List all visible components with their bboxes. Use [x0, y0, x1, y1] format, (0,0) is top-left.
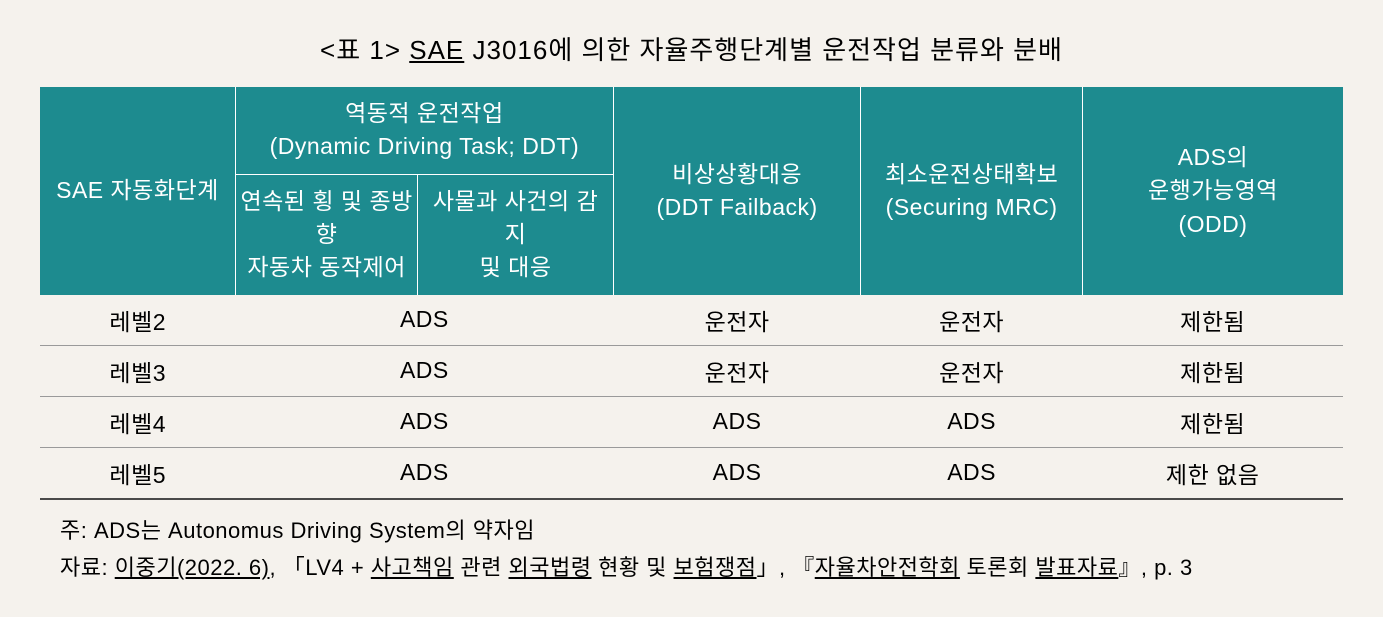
table-header: SAE 자동화단계 역동적 운전작업 (Dynamic Driving Task… [40, 87, 1343, 295]
table-row: 레벨3 ADS 운전자 운전자 제한됨 [40, 345, 1343, 396]
odd-line3: (ODD) [1178, 211, 1247, 237]
odd-line2: 운행가능영역 [1148, 177, 1278, 203]
cell-ddt: ADS [235, 447, 613, 499]
col-sae-level: SAE 자동화단계 [40, 87, 235, 295]
note-source: 자료: 이중기(2022. 6), 「LV4 + 사고책임 관련 외국법령 현황… [60, 549, 1343, 586]
ddt-group-line1: 역동적 운전작업 [345, 100, 504, 126]
ddt-sub1-line1: 연속된 횡 및 종방향 [240, 188, 412, 247]
cell-mrc: ADS [861, 447, 1083, 499]
cell-ddt: ADS [235, 345, 613, 396]
cell-failback: 운전자 [613, 295, 861, 346]
sae-table: SAE 자동화단계 역동적 운전작업 (Dynamic Driving Task… [40, 87, 1343, 500]
source-term: 사고책임 [371, 555, 454, 580]
table-row: 레벨2 ADS 운전자 운전자 제한됨 [40, 295, 1343, 346]
table-caption: <표 1> SAE J3016에 의한 자율주행단계별 운전작업 분류와 분배 [40, 30, 1343, 67]
mrc-line1: 최소운전상태확보 [885, 161, 1058, 187]
cell-ddt: ADS [235, 295, 613, 346]
table-notes: 주: ADS는 Autonomus Driving System의 약자임 자료… [40, 512, 1343, 587]
col-ddt-sub2: 사물과 사건의 감지 및 대응 [418, 174, 613, 295]
col-ddt-group: 역동적 운전작업 (Dynamic Driving Task; DDT) [235, 87, 613, 174]
source-term: 발표자료 [1035, 555, 1118, 580]
odd-line1: ADS의 [1178, 144, 1248, 170]
source-term: 외국법령 [509, 555, 592, 580]
mrc-line2: (Securing MRC) [886, 194, 1058, 220]
ddt-sub2-line2: 및 대응 [480, 254, 552, 280]
caption-suffix: J3016에 의한 자율주행단계별 운전작업 분류와 분배 [464, 35, 1063, 65]
cell-odd: 제한됨 [1082, 345, 1343, 396]
col-mrc: 최소운전상태확보 (Securing MRC) [861, 87, 1083, 295]
table-row: 레벨4 ADS ADS ADS 제한됨 [40, 396, 1343, 447]
cell-mrc: 운전자 [861, 345, 1083, 396]
caption-underline: SAE [409, 35, 464, 65]
source-label: 자료: [60, 555, 115, 580]
col-odd: ADS의 운행가능영역 (ODD) [1082, 87, 1343, 295]
cell-failback: ADS [613, 447, 861, 499]
cell-level: 레벨4 [40, 396, 235, 447]
col-ddt-sub1: 연속된 횡 및 종방향 자동차 동작제어 [235, 174, 417, 295]
source-term: 자율차안전학회 [815, 555, 960, 580]
source-tail: 』, p. 3 [1118, 555, 1192, 580]
failback-line2: (DDT Failback) [656, 194, 817, 220]
failback-line1: 비상상황대응 [672, 161, 802, 187]
note-definition: 주: ADS는 Autonomus Driving System의 약자임 [60, 512, 1343, 549]
cell-failback: ADS [613, 396, 861, 447]
table-row: 레벨5 ADS ADS ADS 제한 없음 [40, 447, 1343, 499]
ddt-sub1-line2: 자동차 동작제어 [247, 254, 406, 280]
table-body: 레벨2 ADS 운전자 운전자 제한됨 레벨3 ADS 운전자 운전자 제한됨 … [40, 295, 1343, 499]
source-text: , 「LV4 + [270, 555, 371, 580]
ddt-group-line2: (Dynamic Driving Task; DDT) [270, 133, 580, 159]
source-term: 보험쟁점 [674, 555, 757, 580]
source-text: 」, 『 [757, 555, 815, 580]
cell-level: 레벨3 [40, 345, 235, 396]
cell-mrc: ADS [861, 396, 1083, 447]
col-failback: 비상상황대응 (DDT Failback) [613, 87, 861, 295]
cell-ddt: ADS [235, 396, 613, 447]
cell-level: 레벨2 [40, 295, 235, 346]
source-text: 토론회 [960, 555, 1035, 580]
cell-odd: 제한됨 [1082, 295, 1343, 346]
cell-odd: 제한됨 [1082, 396, 1343, 447]
cell-odd: 제한 없음 [1082, 447, 1343, 499]
caption-prefix: <표 1> [320, 35, 409, 65]
source-author: 이중기(2022. 6) [115, 555, 270, 580]
source-text: 현황 및 [591, 555, 673, 580]
source-text: 관련 [454, 555, 509, 580]
ddt-sub2-line1: 사물과 사건의 감지 [433, 188, 598, 247]
cell-failback: 운전자 [613, 345, 861, 396]
cell-level: 레벨5 [40, 447, 235, 499]
cell-mrc: 운전자 [861, 295, 1083, 346]
